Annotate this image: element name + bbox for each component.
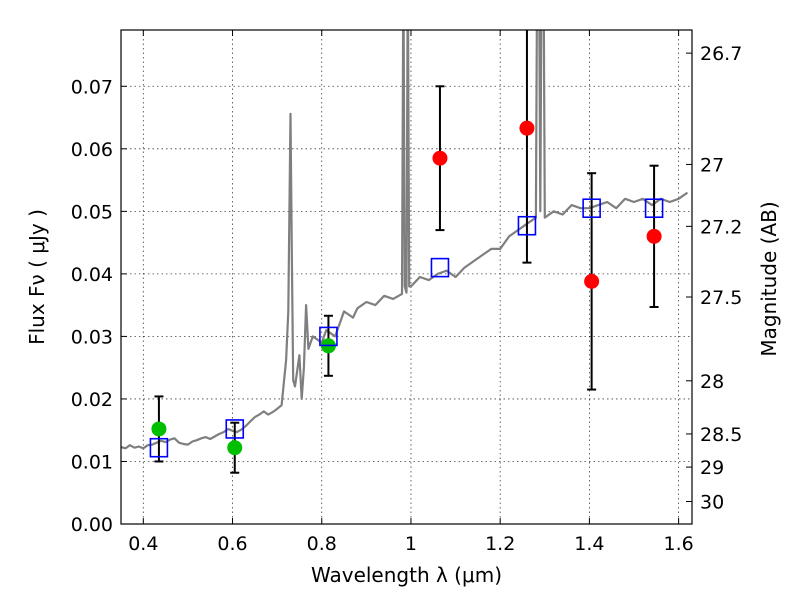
- model-spectrum-line: [121, 30, 689, 450]
- x-tick-label: 0.4: [128, 533, 158, 555]
- y-axis-right-label: Magnitude (AB): [757, 201, 781, 356]
- right-tick-label: 29: [700, 457, 724, 479]
- right-tick-label: 26.7: [700, 43, 742, 65]
- right-tick-label: 27.5: [700, 287, 742, 309]
- model-band-square: [644, 198, 664, 219]
- y-tick-label: 0.00: [71, 514, 113, 536]
- right-tick-label: 27: [700, 154, 724, 176]
- model-band-square: [225, 419, 245, 439]
- x-tick-label: 0.8: [307, 533, 337, 555]
- axis-ticks: 0.4 0.6 0.8 1 1.2 1.4 1.6 0.00 0.01 0.02 0.03 0.04 0…: [71, 30, 742, 555]
- red-data-point: [584, 273, 600, 289]
- y-tick-label: 0.02: [71, 389, 113, 411]
- y-tick-label: 0.05: [71, 201, 113, 223]
- right-tick-label: 30: [700, 491, 724, 513]
- plot-clip-group: [121, 30, 689, 474]
- right-tick-label: 27.2: [700, 216, 742, 238]
- model-band-square: [582, 198, 601, 219]
- x-tick-label: 1.4: [574, 533, 604, 555]
- model-band-square: [319, 326, 338, 347]
- green-data-point: [227, 440, 243, 456]
- red-data-point: [519, 120, 535, 136]
- red-data-point: [646, 228, 662, 244]
- y-tick-label: 0.01: [71, 451, 113, 473]
- plot-area: [121, 30, 689, 474]
- x-tick-label: 0.6: [217, 533, 247, 555]
- red-data-point: [432, 150, 448, 166]
- x-tick-label: 1.2: [485, 533, 515, 555]
- model-band-square: [517, 215, 537, 236]
- y-tick-label: 0.04: [71, 264, 113, 286]
- x-axis-label: Wavelength λ (μm): [311, 563, 502, 587]
- right-tick-label: 28: [700, 371, 724, 393]
- x-tick-label: 1: [405, 533, 417, 555]
- y-tick-label: 0.03: [71, 326, 113, 348]
- model-band-square: [149, 437, 169, 458]
- y-tick-label: 0.06: [71, 139, 113, 161]
- y-tick-label: 0.07: [71, 76, 113, 98]
- y-axis-label: Flux Fν ( μJy ): [25, 209, 49, 345]
- x-tick-label: 1.6: [664, 533, 694, 555]
- model-band-square: [430, 257, 450, 278]
- plot-frame: [120, 29, 693, 525]
- green-data-point: [151, 421, 167, 437]
- right-tick-label: 28.5: [700, 424, 742, 446]
